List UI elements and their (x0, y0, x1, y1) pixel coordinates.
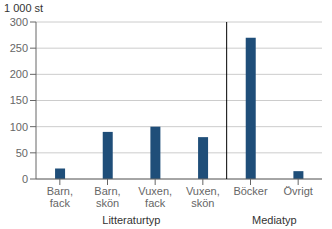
svg-text:Mediatyp: Mediatyp (252, 214, 297, 226)
svg-text:Barn,skön: Barn,skön (94, 185, 120, 209)
svg-text:100: 100 (10, 121, 28, 133)
svg-text:Böcker: Böcker (233, 185, 268, 197)
svg-text:0: 0 (22, 173, 28, 185)
svg-text:Vuxen,skön: Vuxen,skön (186, 185, 220, 209)
svg-text:250: 250 (10, 42, 28, 54)
svg-text:Barn,fack: Barn,fack (47, 185, 73, 209)
svg-text:1 000 st: 1 000 st (8, 2, 43, 14)
svg-text:Vuxen,fack: Vuxen,fack (138, 185, 172, 209)
svg-text:150: 150 (10, 94, 28, 106)
svg-text:300: 300 (10, 16, 28, 28)
svg-text:Övrigt: Övrigt (283, 185, 312, 197)
svg-text:50: 50 (16, 147, 28, 159)
svg-text:Litteraturtyp: Litteraturtyp (102, 214, 160, 226)
svg-text:200: 200 (10, 68, 28, 80)
